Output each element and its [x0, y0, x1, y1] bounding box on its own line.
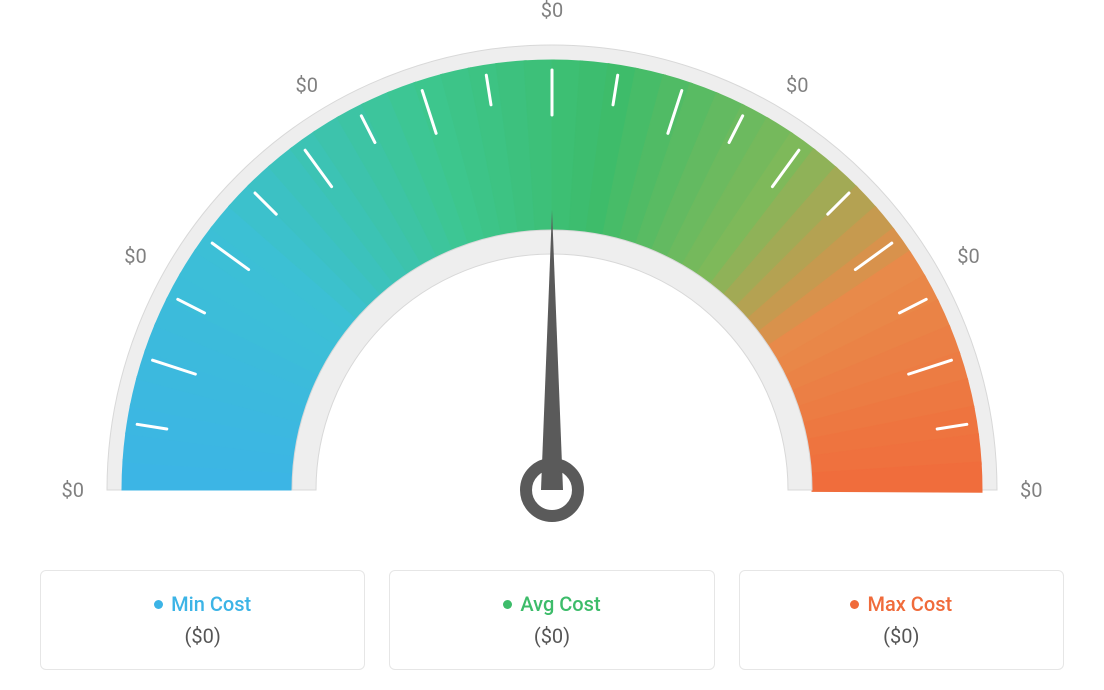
- gauge-scale-label: $0: [957, 244, 979, 268]
- legend-title-min: Min Cost: [154, 592, 251, 616]
- legend-dot-max: [850, 600, 859, 609]
- legend-dot-avg: [503, 600, 512, 609]
- legend-title-max: Max Cost: [850, 592, 952, 616]
- legend-dot-min: [154, 600, 163, 609]
- gauge-area: $0 $0 $0 $0 $0 $0 $0: [0, 0, 1104, 560]
- legend-value-avg: ($0): [534, 624, 570, 648]
- gauge-scale-label: $0: [1020, 478, 1042, 502]
- gauge-svg: [82, 10, 1022, 570]
- legend-title-avg: Avg Cost: [503, 592, 600, 616]
- gauge-scale-label: $0: [541, 0, 563, 22]
- gauge-scale-label: $0: [124, 244, 146, 268]
- legend-value-min: ($0): [185, 624, 221, 648]
- legend-label-min: Min Cost: [171, 592, 251, 616]
- legend-card-max: Max Cost ($0): [739, 570, 1064, 670]
- gauge-scale-label: $0: [62, 478, 84, 502]
- legend-row: Min Cost ($0) Avg Cost ($0) Max Cost ($0…: [0, 570, 1104, 690]
- legend-card-min: Min Cost ($0): [40, 570, 365, 670]
- gauge-scale-label: $0: [786, 73, 808, 97]
- legend-label-max: Max Cost: [867, 592, 952, 616]
- legend-label-avg: Avg Cost: [520, 592, 600, 616]
- legend-card-avg: Avg Cost ($0): [389, 570, 714, 670]
- cost-gauge-container: $0 $0 $0 $0 $0 $0 $0 Min Cost ($0) Avg Cost ($…: [0, 0, 1104, 690]
- gauge-scale-label: $0: [296, 73, 318, 97]
- legend-value-max: ($0): [883, 624, 919, 648]
